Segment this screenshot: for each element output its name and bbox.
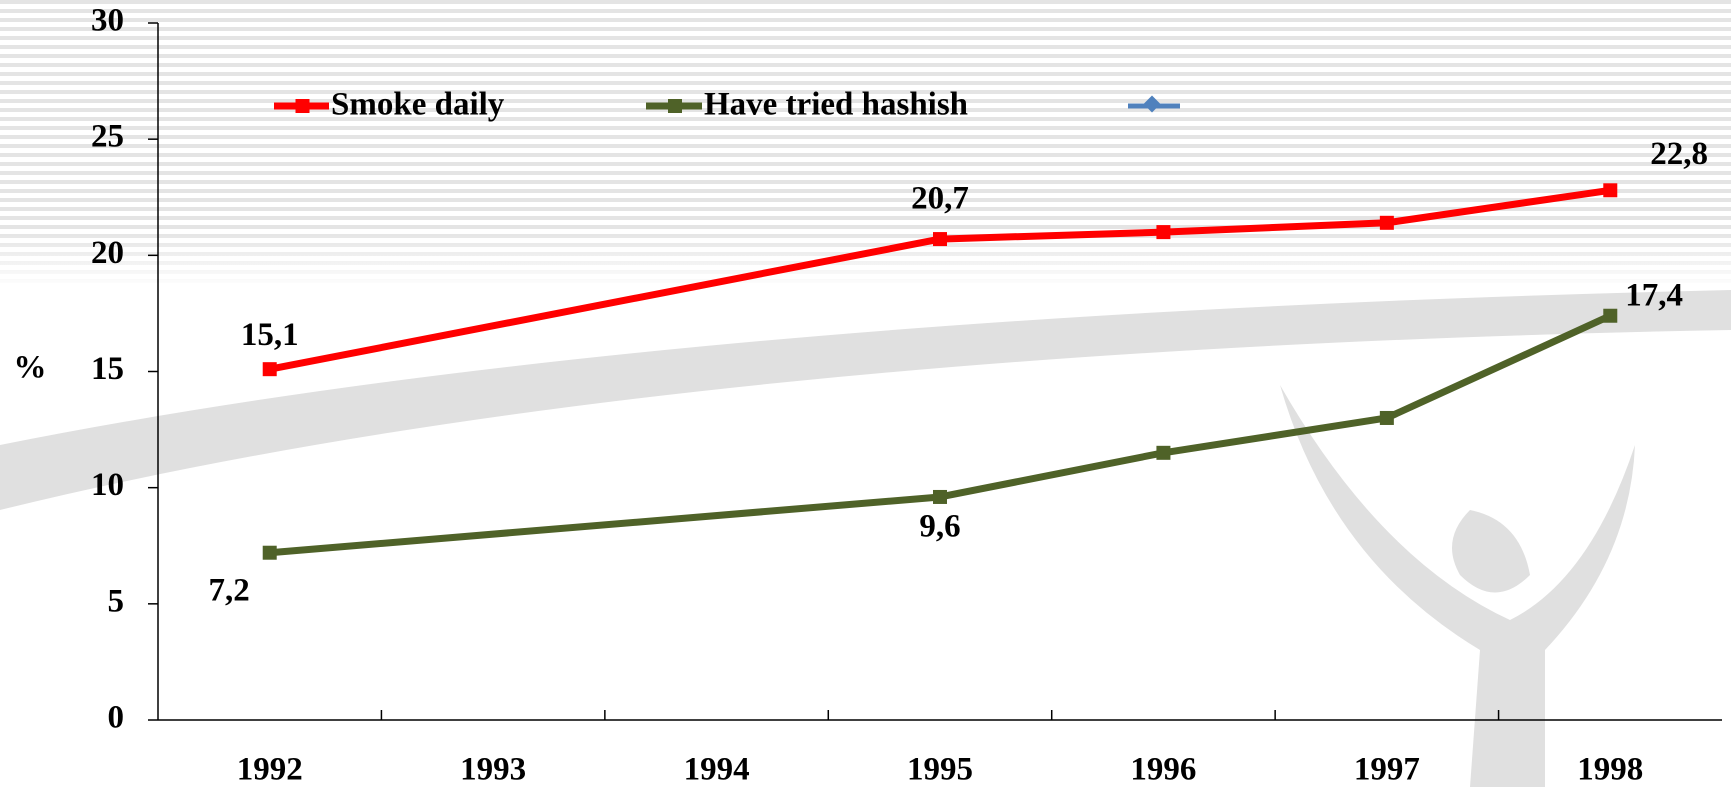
point-marker bbox=[1603, 308, 1618, 323]
legend-marker bbox=[295, 99, 310, 113]
x-tick-label: 1997 bbox=[1354, 752, 1420, 787]
y-tick-label: 20 bbox=[91, 235, 124, 271]
data-label: 7,2 bbox=[208, 572, 249, 608]
y-tick-label: 10 bbox=[91, 467, 124, 503]
data-label: 17,4 bbox=[1625, 277, 1683, 313]
x-tick-label: 1995 bbox=[907, 752, 973, 787]
point-marker bbox=[933, 232, 947, 247]
point-marker bbox=[1379, 410, 1394, 425]
x-tick-label: 1996 bbox=[1130, 752, 1196, 787]
legend-label: Smoke daily bbox=[331, 87, 505, 123]
y-tick-label: 0 bbox=[108, 700, 125, 736]
data-label: 22,8 bbox=[1650, 136, 1708, 172]
point-marker bbox=[1156, 445, 1171, 460]
data-label: 15,1 bbox=[241, 317, 299, 353]
x-tick-label: 1994 bbox=[684, 752, 750, 787]
x-tick-label: 1993 bbox=[460, 752, 526, 787]
point-marker bbox=[933, 489, 947, 504]
x-tick-label: 1992 bbox=[237, 752, 303, 787]
data-label: 20,7 bbox=[911, 181, 969, 217]
point-marker bbox=[1156, 225, 1171, 240]
y-tick-label: 5 bbox=[108, 583, 125, 619]
y-tick-label: 30 bbox=[91, 3, 124, 39]
data-label: 9,6 bbox=[919, 509, 960, 545]
legend-marker bbox=[668, 99, 682, 113]
legend-label: Have tried hashish bbox=[704, 87, 968, 123]
point-marker bbox=[1603, 183, 1618, 198]
point-marker bbox=[262, 545, 277, 560]
point-marker bbox=[1379, 215, 1394, 230]
point-marker bbox=[262, 362, 277, 377]
x-tick-label: 1998 bbox=[1577, 752, 1643, 787]
y-axis-label: % bbox=[14, 350, 47, 386]
y-tick-label: 25 bbox=[91, 119, 124, 155]
y-tick-label: 15 bbox=[91, 351, 124, 387]
